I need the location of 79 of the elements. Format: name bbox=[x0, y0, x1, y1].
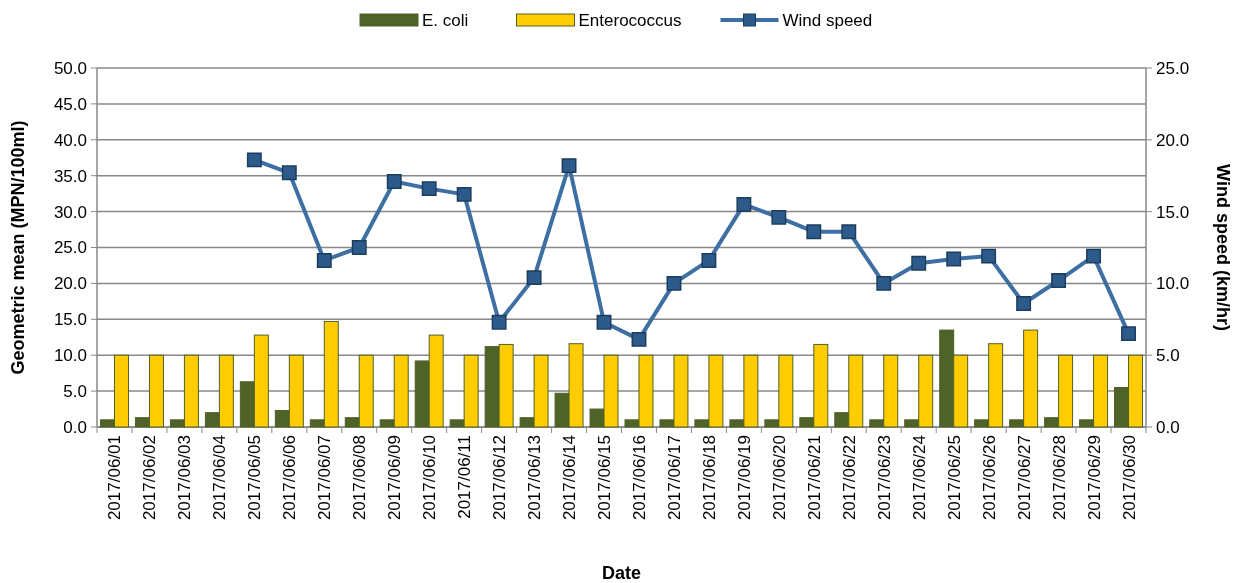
x-tick-label: 2017/06/27 bbox=[1014, 435, 1034, 521]
y2-tick-label: 20.0 bbox=[1156, 130, 1190, 150]
y-tick-label: 40.0 bbox=[53, 130, 87, 150]
point bbox=[456, 186, 472, 202]
x-tick-label: 2017/06/16 bbox=[629, 435, 649, 521]
point bbox=[911, 255, 927, 271]
point bbox=[981, 248, 997, 264]
x-tick-label: 2017/06/05 bbox=[245, 435, 265, 521]
x-tick-label: 2017/06/30 bbox=[1119, 435, 1139, 521]
x-tick-label: 2017/06/06 bbox=[280, 435, 300, 521]
point bbox=[596, 314, 612, 330]
x-tick-label: 2017/06/08 bbox=[350, 435, 370, 521]
legend-label: Enterococcus bbox=[578, 11, 682, 30]
x-tick-label: 2017/06/13 bbox=[525, 435, 545, 521]
y-axis-title: Geometric mean (MPN/100ml) bbox=[8, 120, 28, 375]
x-axis-title: Date bbox=[601, 563, 642, 583]
x-tick-label: 2017/06/25 bbox=[944, 435, 964, 521]
point bbox=[666, 275, 682, 291]
point bbox=[1051, 273, 1067, 288]
y-tick-label: 20.0 bbox=[53, 274, 87, 294]
x-tick-label: 2017/06/19 bbox=[734, 435, 754, 521]
x-tick-label: 2017/06/23 bbox=[874, 435, 894, 521]
point bbox=[841, 224, 857, 240]
point bbox=[421, 181, 437, 197]
x-tick-label: 2017/06/18 bbox=[699, 435, 719, 521]
point bbox=[246, 152, 262, 168]
point bbox=[771, 209, 787, 225]
y2-tick-label: 15.0 bbox=[1156, 202, 1190, 222]
y2-axis-title: Wind speed (km/hr) bbox=[1213, 164, 1233, 331]
point bbox=[1086, 248, 1102, 264]
point bbox=[946, 251, 962, 267]
point bbox=[316, 252, 332, 268]
x-tick-label: 2017/06/11 bbox=[455, 435, 475, 519]
y-tick-label: 5.0 bbox=[63, 382, 87, 402]
legend-label: Wind speed bbox=[782, 11, 873, 30]
y2-tick-label: 5.0 bbox=[1156, 346, 1180, 366]
x-tick-label: 2017/06/26 bbox=[979, 435, 999, 521]
x-tick-label: 2017/06/04 bbox=[210, 435, 230, 521]
y-tick-label: 50.0 bbox=[53, 58, 87, 78]
y-tick-label: 0.0 bbox=[63, 417, 87, 437]
point bbox=[526, 270, 542, 286]
x-tick-label: 2017/06/02 bbox=[140, 435, 160, 521]
x-tick-label: 2017/06/12 bbox=[490, 435, 510, 521]
point bbox=[351, 240, 367, 255]
x-tick-label: 2017/06/15 bbox=[595, 435, 615, 521]
y-tick-label: 45.0 bbox=[53, 94, 87, 114]
x-tick-label: 2017/06/21 bbox=[804, 435, 824, 521]
point bbox=[561, 158, 577, 174]
point bbox=[491, 314, 507, 330]
y2-tick-label: 10.0 bbox=[1156, 274, 1190, 294]
point bbox=[806, 224, 822, 240]
x-tick-label: 2017/06/29 bbox=[1084, 435, 1104, 521]
x-tick-label: 2017/06/20 bbox=[769, 435, 789, 521]
point bbox=[1121, 326, 1136, 342]
y-tick-label: 15.0 bbox=[53, 310, 87, 330]
y-tick-label: 35.0 bbox=[53, 166, 87, 186]
point bbox=[1016, 296, 1032, 311]
x-tick-label: 2017/06/03 bbox=[175, 435, 195, 521]
point bbox=[701, 252, 717, 268]
x-tick-label: 2017/06/17 bbox=[664, 435, 684, 521]
x-tick-label: 2017/06/10 bbox=[420, 435, 440, 521]
point bbox=[736, 196, 752, 212]
x-tick-label: 2017/06/07 bbox=[315, 435, 335, 521]
x-tick-label: 2017/06/09 bbox=[385, 435, 405, 521]
x-tick-label: 2017/06/24 bbox=[909, 435, 929, 521]
legend-label: E. coli bbox=[422, 11, 469, 30]
point bbox=[386, 173, 402, 189]
y2-tick-label: 25.0 bbox=[1156, 58, 1190, 78]
x-tick-label: 2017/06/01 bbox=[105, 435, 125, 521]
x-tick-label: 2017/06/22 bbox=[839, 435, 859, 521]
point bbox=[876, 275, 892, 291]
x-tick-label: 2017/06/28 bbox=[1049, 435, 1069, 521]
y2-tick-label: 0.0 bbox=[1156, 417, 1180, 437]
point bbox=[281, 165, 297, 181]
y-tick-label: 25.0 bbox=[53, 238, 87, 258]
point bbox=[631, 331, 647, 347]
x-tick-label: 2017/06/14 bbox=[560, 435, 580, 521]
y-tick-label: 10.0 bbox=[53, 346, 87, 366]
y-tick-label: 30.0 bbox=[53, 202, 87, 222]
